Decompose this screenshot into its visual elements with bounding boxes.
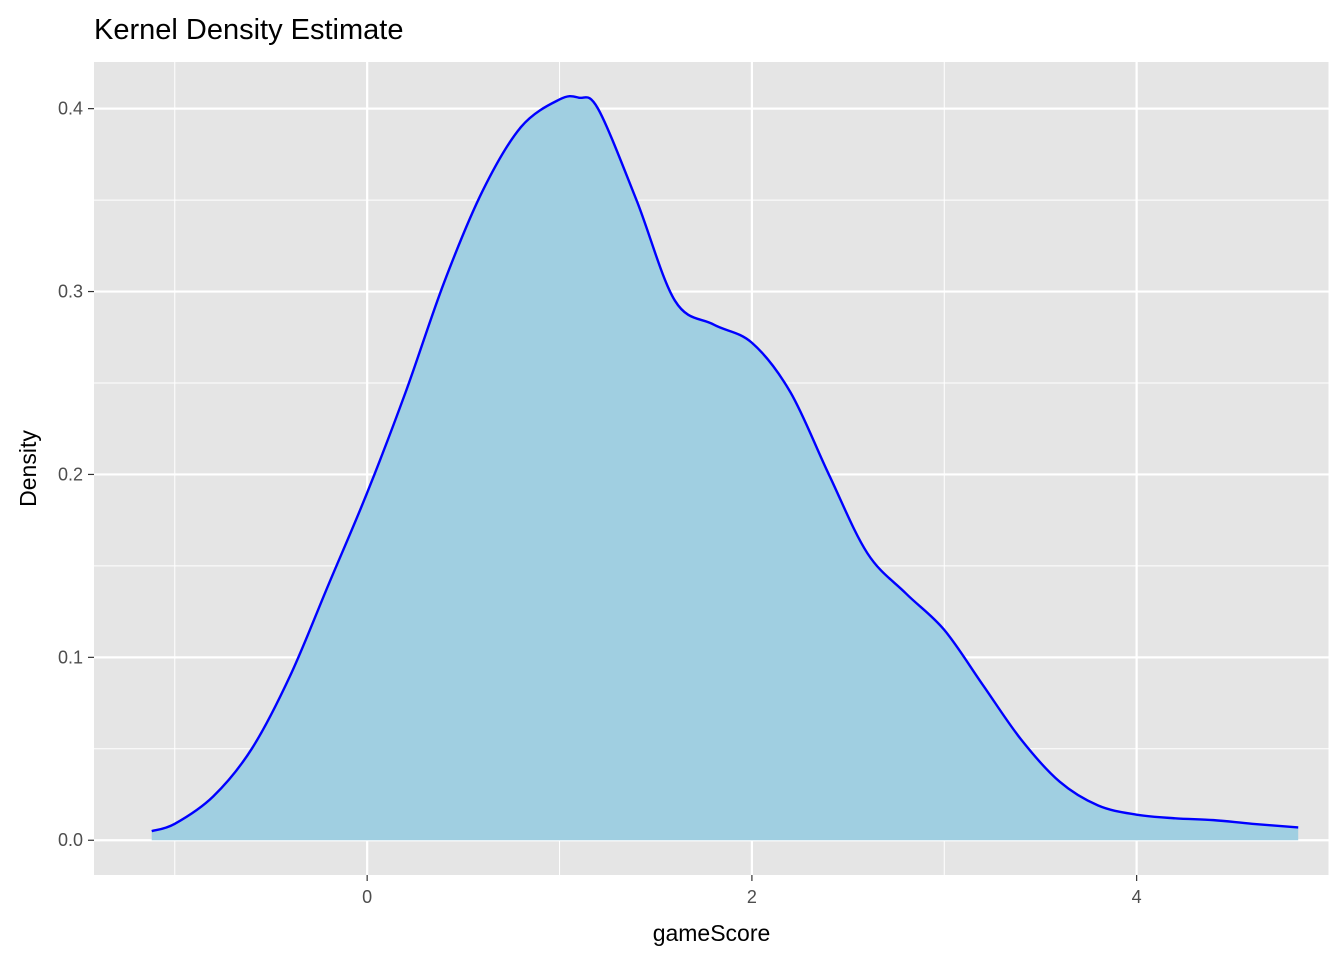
x-tick-label: 4 (1132, 887, 1142, 907)
x-axis-ticks: 0 2 4 (362, 875, 1142, 907)
y-tick-label: 0.1 (58, 647, 83, 667)
y-tick-label: 0.0 (58, 830, 83, 850)
density-line (151, 94, 1299, 833)
y-tick-label: 0.4 (58, 99, 83, 119)
x-tick-label: 0 (362, 887, 372, 907)
y-axis-title: Density (15, 430, 41, 507)
chart-title: Kernel Density Estimate (94, 14, 403, 46)
y-tick-label: 0.2 (58, 464, 83, 484)
y-tick-label: 0.3 (58, 282, 83, 302)
y-axis-ticks: 0.0 0.1 0.2 0.3 0.4 (58, 99, 94, 850)
x-tick-label: 2 (747, 887, 757, 907)
x-axis-title: gameScore (653, 920, 771, 946)
density-area (151, 96, 1299, 841)
